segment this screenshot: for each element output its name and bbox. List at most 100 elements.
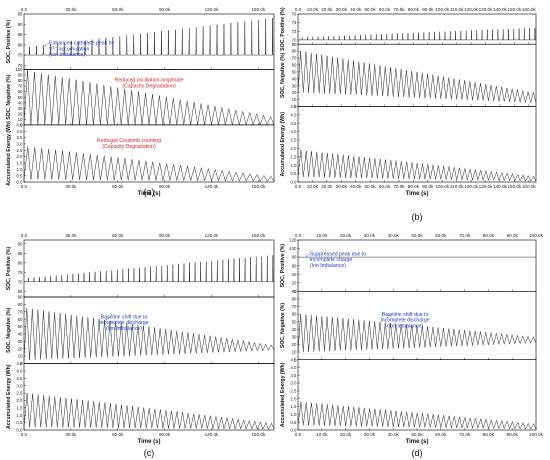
x-axis-label: Time (s) bbox=[406, 439, 429, 445]
y-tick-label: 80 bbox=[18, 42, 23, 47]
y-tick-label: 40 bbox=[292, 272, 297, 277]
x-tick-label-bottom: 100.0k bbox=[529, 432, 543, 437]
y-tick-label: 80 bbox=[292, 49, 297, 54]
x-tick-label-top: 90.0k bbox=[159, 233, 171, 238]
y-tick-label: 3.5 bbox=[16, 376, 23, 381]
x-tick-label-top: 80.0k bbox=[483, 233, 495, 238]
y-tick-label: 4.0 bbox=[290, 365, 297, 370]
panel-label: (a) bbox=[144, 187, 155, 197]
x-tick-label-bottom: 140.0k bbox=[493, 184, 507, 189]
x-tick-label-bottom: 30.0k bbox=[65, 184, 77, 189]
x-tick-label-top: 20.0k bbox=[321, 7, 333, 12]
x-tick-label-bottom: 120.0k bbox=[205, 432, 219, 437]
y-tick-label: 3.5 bbox=[16, 135, 23, 140]
y-tick-label: 40 bbox=[18, 332, 23, 337]
x-tick-label-top: 30.0k bbox=[65, 233, 77, 238]
annotation-text: Reduced Coulomb counting (Capacity Degrad… bbox=[97, 138, 161, 150]
panel-d: 0.0 10.0k 20.0k 30.0k 40.0k 50.0k 60.0k 70.0k 80… bbox=[280, 233, 544, 458]
annotation-line: (Ion Imbalance) bbox=[106, 326, 142, 332]
x-tick-label-top: 60.0k bbox=[379, 7, 391, 12]
y-tick-label: 2.5 bbox=[16, 391, 23, 396]
x-tick-label-top: 40.0k bbox=[350, 7, 362, 12]
annotation-line: Baseline shift due to bbox=[382, 312, 429, 318]
y-tick-label: 0 bbox=[20, 122, 23, 127]
subplot-3: 0.0 0.5 1.0 1.5 2.0 2.5 3.0 3.5 4.0 4.5 Accumulate… bbox=[6, 361, 275, 433]
series-line bbox=[297, 314, 537, 353]
panel-label: (d) bbox=[412, 448, 423, 458]
y-tick-label: 0.5 bbox=[16, 173, 23, 178]
y-tick-label: 70 bbox=[18, 63, 23, 68]
y-tick-label: 30 bbox=[18, 339, 23, 344]
y-tick-label: 3.0 bbox=[16, 142, 23, 147]
y-tick-label: 0 bbox=[294, 357, 297, 362]
y-tick-label: 10 bbox=[18, 354, 23, 359]
y-tick-label: 80 bbox=[292, 255, 297, 260]
y-axis-label: SOC, Positive (%) bbox=[280, 7, 286, 51]
x-tick-label-bottom: 40.0k bbox=[388, 432, 400, 437]
y-tick-label: 20 bbox=[292, 280, 297, 285]
subplot-3: 0.0 0.5 1.0 1.5 2.0 2.5 3.0 3.5 4.0 4.5 Accumulate… bbox=[280, 104, 537, 185]
y-tick-label: 74 bbox=[292, 20, 297, 25]
y-axis-label: Accumulated Energy (Wh) bbox=[280, 362, 286, 427]
y-tick-label: 50 bbox=[292, 69, 297, 74]
annotation-text: Suppressed peak due to incomplete charge(… bbox=[310, 251, 366, 269]
y-tick-label: 2.5 bbox=[290, 138, 297, 143]
series-line bbox=[298, 27, 536, 41]
y-tick-label: 80 bbox=[18, 302, 23, 307]
y-tick-label: 4.5 bbox=[16, 361, 23, 366]
x-tick-label-bottom: 90.0k bbox=[159, 432, 171, 437]
subplot-frame bbox=[297, 106, 537, 183]
x-tick-label-top: 90.0k bbox=[422, 7, 434, 12]
series-line bbox=[23, 146, 275, 182]
x-tick-label-top: 120.0k bbox=[464, 7, 478, 12]
x-tick-label-top: 150.0k bbox=[251, 233, 265, 238]
x-tick-label-bottom: 60.0k bbox=[112, 432, 124, 437]
y-tick-label: 60 bbox=[292, 312, 297, 317]
y-tick-label: 10 bbox=[292, 97, 297, 102]
y-tick-label: 3.5 bbox=[290, 373, 297, 378]
y-tick-label: 60 bbox=[18, 89, 23, 94]
annotation-line: incomplete discharge bbox=[99, 320, 148, 326]
x-tick-label-bottom: 150.0k bbox=[507, 184, 521, 189]
y-tick-label: 2.0 bbox=[290, 146, 297, 151]
y-tick-label: 0.5 bbox=[16, 420, 23, 425]
x-tick-label-bottom: 80.0k bbox=[483, 432, 495, 437]
x-tick-label-top: 80.0k bbox=[408, 7, 420, 12]
y-tick-label: 30 bbox=[292, 335, 297, 340]
x-tick-label-bottom: 50.0k bbox=[364, 184, 376, 189]
x-tick-label-bottom: 120.0k bbox=[464, 184, 478, 189]
y-tick-label: 80 bbox=[18, 78, 23, 83]
y-tick-label: 40 bbox=[292, 327, 297, 332]
annotation-line: Reduced oscillation amplitude bbox=[115, 78, 184, 84]
x-tick-label-bottom: 120.0k bbox=[205, 184, 219, 189]
annotation-line: (Ion Imbalance) bbox=[387, 324, 423, 330]
annotation-line: (Capacity Degradation) bbox=[122, 83, 176, 89]
x-tick-label-top: 10.0k bbox=[307, 7, 319, 12]
annotation-text: Reduced oscillation amplitude (Capacity D… bbox=[115, 78, 184, 90]
y-tick-label: 40 bbox=[18, 100, 23, 105]
y-tick-label: 2.0 bbox=[16, 398, 23, 403]
y-tick-label: 10 bbox=[18, 117, 23, 122]
x-tick-label-top: 100.0k bbox=[529, 233, 543, 238]
x-tick-label-top: 0.0 bbox=[21, 233, 28, 238]
y-tick-label: 3.0 bbox=[290, 129, 297, 134]
y-tick-label: 20 bbox=[18, 111, 23, 116]
y-tick-label: 120 bbox=[289, 238, 297, 243]
x-tick-label-bottom: 90.0k bbox=[507, 432, 519, 437]
x-tick-label-bottom: 40.0k bbox=[350, 184, 362, 189]
x-axis-label: Time (s) bbox=[138, 439, 161, 445]
y-axis-label: SOC, Negative (%) bbox=[280, 52, 286, 98]
x-tick-label-top: 40.0k bbox=[388, 233, 400, 238]
annotation-text: Baseline shift due to incomplete discharg… bbox=[99, 314, 148, 332]
series-line bbox=[24, 18, 274, 56]
subplot-frame bbox=[23, 239, 275, 298]
y-axis-label: SOC, Negative (%) bbox=[280, 303, 286, 349]
y-tick-label: 1.0 bbox=[16, 413, 23, 418]
x-tick-label-top: 120.0k bbox=[205, 233, 219, 238]
y-tick-label: 70 bbox=[18, 279, 23, 284]
x-tick-label-bottom: 30.0k bbox=[336, 184, 348, 189]
y-tick-label: 0.0 bbox=[16, 180, 23, 185]
x-tick-label-top: 20.0k bbox=[340, 233, 352, 238]
x-tick-label-bottom: 30.0k bbox=[65, 432, 77, 437]
